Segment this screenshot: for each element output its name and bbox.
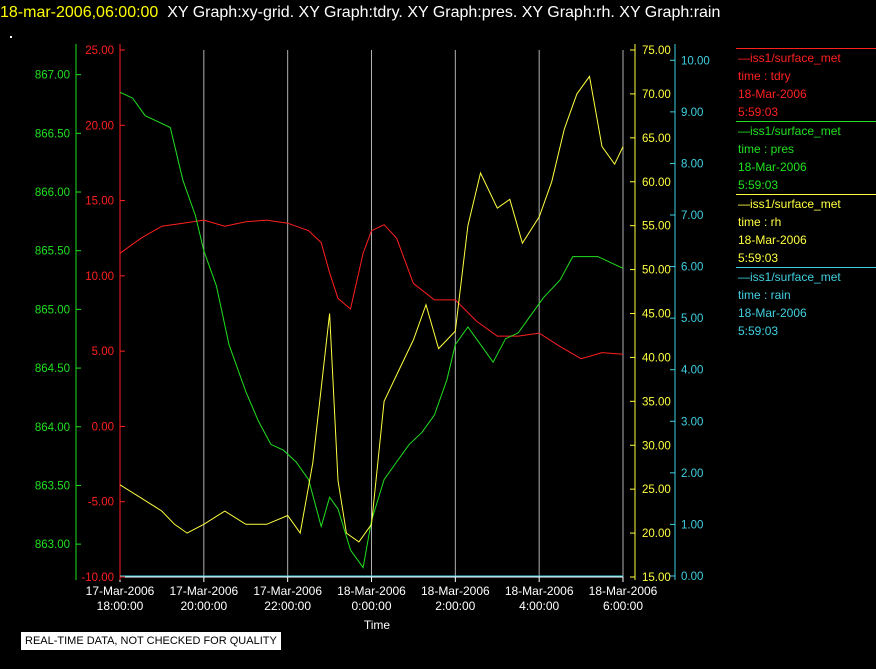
- rain-tick-label: 4.00: [681, 365, 703, 377]
- x-tick-label-time: 20:00:00: [180, 599, 227, 613]
- tdry-tick-label: 25.00: [85, 45, 114, 57]
- tdry-tick-label: -10.00: [81, 572, 114, 584]
- tdry-tick-label: 10.00: [85, 271, 114, 283]
- pres-tick-label: 866.50: [35, 128, 70, 140]
- pres-tick-label: 863.50: [35, 480, 70, 492]
- rh-tick-label: 60.00: [642, 177, 671, 189]
- x-tick-label-date: 18-Mar-2006: [337, 584, 406, 598]
- legend-date: 18-Mar-2006: [738, 87, 807, 101]
- rh-tick-label: 75.00: [642, 45, 671, 57]
- legend-date: 18-Mar-2006: [738, 160, 807, 174]
- legend-source: —iss1/surface_met: [738, 197, 841, 211]
- tdry-tick-label: 20.00: [85, 120, 114, 132]
- series-line-tdry: [119, 219, 624, 360]
- rh-tick-label: 55.00: [642, 221, 671, 233]
- legend-time: 5:59:03: [738, 324, 779, 338]
- legend-source: —iss1/surface_met: [738, 124, 841, 138]
- rain-tick-label: 9.00: [681, 107, 703, 119]
- rh-tick-label: 25.00: [642, 484, 671, 496]
- x-tick-label-time: 22:00:00: [264, 599, 311, 613]
- rain-tick-label: 7.00: [681, 210, 703, 222]
- header-graph-titles: XY Graph:xy-grid. XY Graph:tdry. XY Grap…: [167, 4, 721, 21]
- x-tick-label-date: 17-Mar-2006: [253, 584, 322, 598]
- pres-tick-label: 863.00: [35, 539, 70, 551]
- header-bar: 18-mar-2006,06:00:00 XY Graph:xy-grid. X…: [0, 2, 720, 24]
- legend-date: 18-Mar-2006: [738, 306, 807, 320]
- legend-label: time : pres: [738, 142, 795, 156]
- legend-source: —iss1/surface_met: [738, 270, 841, 284]
- rh-tick-label: 50.00: [642, 265, 671, 277]
- x-tick-label-date: 18-Mar-2006: [505, 584, 574, 598]
- pres-tick-label: 865.00: [35, 304, 70, 316]
- tdry-tick-label: 5.00: [92, 346, 114, 358]
- rh-tick-label: 70.00: [642, 89, 671, 101]
- pres-tick-label: 864.50: [35, 363, 70, 375]
- tdry-tick-label: -5.00: [88, 497, 114, 509]
- pres-tick-label: 867.00: [35, 70, 70, 82]
- x-tick-label-date: 18-Mar-2006: [589, 584, 658, 598]
- rain-tick-label: 1.00: [681, 519, 703, 531]
- x-tick-label-time: 0:00:00: [351, 599, 391, 613]
- x-tick-label-time: 18:00:00: [97, 599, 144, 613]
- rh-tick-label: 30.00: [642, 440, 671, 452]
- legend-label: time : rh: [738, 215, 782, 229]
- marker-dot: [10, 36, 12, 38]
- rain-tick-label: 6.00: [681, 262, 703, 274]
- x-tick-label-date: 17-Mar-2006: [86, 584, 155, 598]
- series-line-pres: [119, 91, 624, 569]
- x-axis-label: Time: [364, 618, 391, 632]
- quality-disclaimer: REAL-TIME DATA, NOT CHECKED FOR QUALITY: [20, 631, 282, 651]
- rh-tick-label: 45.00: [642, 309, 671, 321]
- rain-tick-label: 5.00: [681, 313, 703, 325]
- x-tick-label-time: 2:00:00: [435, 599, 475, 613]
- rh-tick-label: 65.00: [642, 133, 671, 145]
- legend-time: 5:59:03: [738, 251, 779, 265]
- rh-tick-label: 40.00: [642, 352, 671, 364]
- series-line-rh: [119, 75, 624, 543]
- rh-tick-label: 20.00: [642, 528, 671, 540]
- x-tick-label-date: 17-Mar-2006: [169, 584, 238, 598]
- legend-label: time : tdry: [738, 69, 791, 83]
- rain-tick-label: 3.00: [681, 416, 703, 428]
- pres-tick-label: 864.00: [35, 422, 70, 434]
- rain-tick-label: 8.00: [681, 158, 703, 170]
- tdry-tick-label: 0.00: [92, 421, 114, 433]
- rain-tick-label: 10.00: [681, 55, 710, 67]
- rain-tick-label: 2.00: [681, 468, 703, 480]
- legend-time: 5:59:03: [738, 105, 779, 119]
- rain-tick-label: 0.00: [681, 571, 703, 583]
- x-tick-label-time: 6:00:00: [603, 599, 643, 613]
- rh-tick-label: 15.00: [642, 572, 671, 584]
- legend-source: —iss1/surface_met: [738, 51, 841, 65]
- legend-time: 5:59:03: [738, 178, 779, 192]
- legend-label: time : rain: [738, 288, 791, 302]
- header-timestamp: 18-mar-2006,06:00:00: [0, 4, 159, 21]
- rh-tick-label: 35.00: [642, 396, 671, 408]
- tdry-tick-label: 15.00: [85, 196, 114, 208]
- pres-tick-label: 866.00: [35, 187, 70, 199]
- legend: —iss1/surface_met time : tdry 18-Mar-2006 5…: [736, 48, 876, 340]
- legend-date: 18-Mar-2006: [738, 233, 807, 247]
- pres-tick-label: 865.50: [35, 246, 70, 258]
- x-tick-label-time: 4:00:00: [519, 599, 559, 613]
- x-tick-label-date: 18-Mar-2006: [421, 584, 490, 598]
